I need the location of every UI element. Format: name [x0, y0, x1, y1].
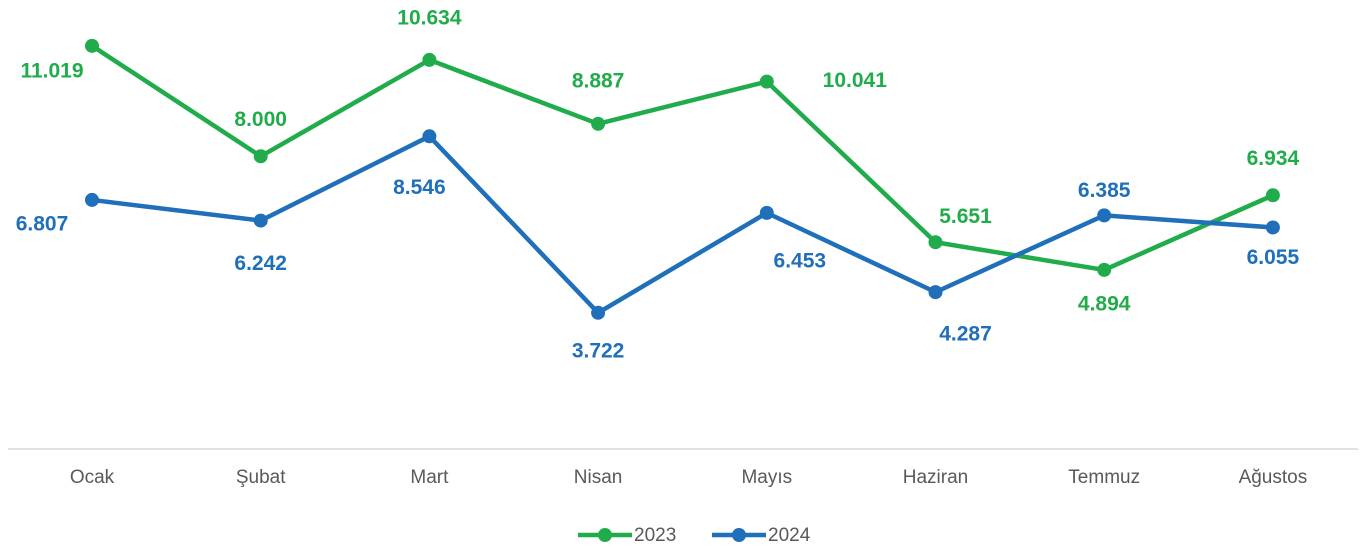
data-point [85, 38, 99, 53]
data-label: 6.055 [1247, 246, 1300, 269]
data-label: 10.634 [397, 6, 462, 29]
data-point [85, 192, 99, 207]
data-point [591, 116, 606, 131]
legend-marker [732, 528, 746, 542]
series-line [91, 134, 1274, 316]
x-tick-label: Mayıs [741, 467, 792, 488]
data-label: 8.546 [393, 176, 446, 199]
data-label: 6.385 [1078, 179, 1131, 202]
x-tick-label: Ocak [70, 467, 115, 488]
data-point [1097, 262, 1112, 277]
data-label: 3.722 [572, 339, 625, 362]
data-label: 6.453 [774, 249, 827, 272]
series-line [90, 43, 1274, 273]
data-point [928, 285, 943, 300]
data-point [759, 205, 774, 220]
data-label: 6.934 [1247, 147, 1300, 170]
data-point [1265, 188, 1280, 203]
data-point [422, 52, 437, 67]
data-label: 4.287 [939, 323, 992, 346]
data-point [253, 149, 268, 164]
data-label: 11.019 [20, 59, 83, 82]
data-point [591, 305, 606, 320]
data-label: 4.894 [1078, 292, 1131, 315]
data-label: 6.242 [234, 252, 287, 275]
data-label: 10.041 [823, 69, 888, 92]
data-label: 5.651 [939, 205, 992, 228]
x-tick-label: Ağustos [1239, 467, 1308, 488]
data-point [1265, 220, 1280, 235]
x-tick-label: Haziran [903, 467, 968, 488]
legend-label: 2023 [634, 525, 676, 546]
x-tick-label: Şubat [236, 467, 286, 488]
data-point [759, 74, 774, 89]
data-point [1097, 208, 1112, 223]
legend-marker [598, 528, 612, 542]
data-point [253, 213, 268, 228]
legend-label: 2024 [768, 525, 811, 546]
x-tick-label: Nisan [574, 467, 623, 488]
x-tick-label: Mart [410, 467, 449, 488]
data-label: 8.887 [572, 69, 625, 92]
data-label: 6.807 [16, 212, 69, 235]
x-tick-label: Temmuz [1068, 467, 1140, 488]
data-point [928, 235, 943, 250]
data-point [422, 129, 437, 144]
data-label: 8.000 [234, 108, 287, 131]
